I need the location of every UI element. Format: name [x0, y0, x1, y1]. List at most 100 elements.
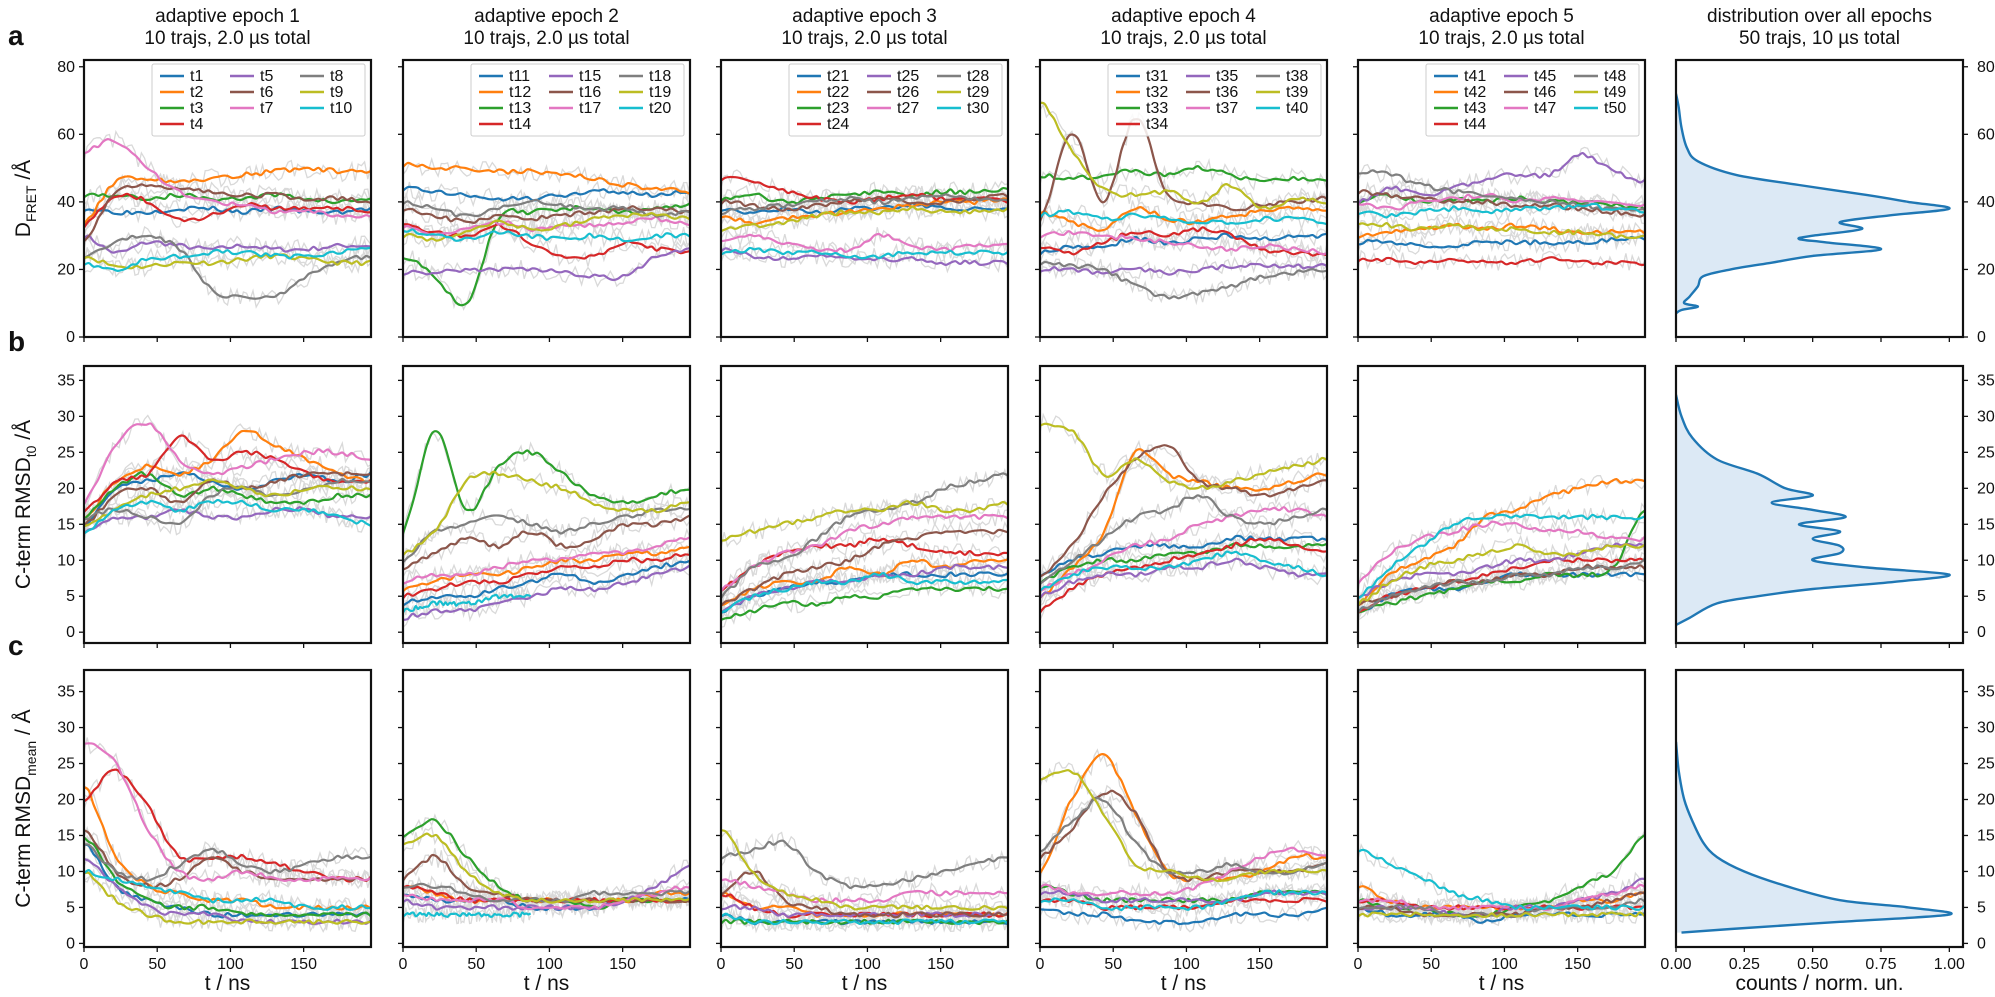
legend-label: t8: [330, 68, 343, 85]
series-line-t7: [84, 138, 371, 219]
y-tick-label-right: 20: [1977, 261, 1995, 278]
epoch-panel-1: 0 5 10 15 20 25 30 35: [57, 364, 373, 648]
series-line-t27: [721, 232, 1008, 254]
y-tick-label: 10: [57, 552, 75, 569]
axes-frame: [1674, 58, 1965, 339]
series-line-t39: [1040, 101, 1327, 210]
axes-frame: [82, 668, 373, 949]
y-tick-label: 20: [57, 480, 75, 497]
series-line-t10: [84, 869, 371, 911]
noise-trace: [721, 863, 1008, 925]
series-line-t49: [1358, 543, 1645, 607]
x-tick-label: 0.75: [1865, 956, 1896, 973]
series-line-t6: [84, 829, 371, 890]
x-tick-label: 100: [536, 956, 563, 973]
x-axis-label: t / ns: [1479, 972, 1525, 995]
noise-trace: [84, 497, 371, 542]
x-axis-label: t / ns: [524, 972, 570, 995]
series-line-t12: [403, 545, 690, 592]
legend-label: t19: [649, 84, 671, 101]
series-line-t37: [1040, 230, 1327, 256]
column-title-line2: 10 trajs, 2.0 µs total: [781, 28, 947, 49]
legend-label: t25: [897, 68, 919, 85]
series-line-t28: [721, 839, 1008, 890]
x-tick-label: 100: [1491, 956, 1518, 973]
column-title-line2: 50 trajs, 10 µs total: [1739, 28, 1900, 49]
series-line-t29: [721, 205, 1008, 233]
y-tick-label-right: 40: [1977, 194, 1995, 211]
x-tick-label: 0.00: [1660, 956, 1691, 973]
legend-label: t2: [190, 84, 203, 101]
series-line-t33: [1040, 165, 1327, 183]
series-line-t10: [84, 498, 371, 535]
series-line-t40: [1040, 209, 1327, 226]
noise-trace: [84, 791, 371, 919]
distribution-fill: [1676, 741, 1952, 933]
y-tick-label-right: 10: [1977, 863, 1995, 880]
series-line-t5: [84, 234, 371, 254]
noise-trace: [721, 467, 1008, 606]
series-line-t48: [1358, 169, 1645, 212]
axes-frame: [82, 364, 373, 645]
legend-label: t13: [509, 100, 531, 117]
x-axis-label: t / ns: [842, 972, 888, 995]
axes-frame: [1038, 668, 1329, 949]
legend-label: t44: [1464, 116, 1486, 133]
legend-label: t14: [509, 116, 531, 133]
legend-label: t26: [897, 84, 919, 101]
legend-label: t9: [330, 84, 343, 101]
series-line-t47: [1358, 520, 1645, 585]
column-title-line2: 10 trajs, 2.0 µs total: [1418, 28, 1584, 49]
series-line-t39: [1040, 422, 1327, 490]
series-line-t19: [403, 470, 690, 556]
noise-trace: [403, 211, 690, 244]
noise-trace: [721, 240, 1008, 267]
series-line-t6: [84, 183, 371, 243]
series-line-t33: [1040, 542, 1327, 585]
series-line-t9: [84, 253, 371, 270]
y-tick-label: 80: [57, 59, 75, 76]
series-line-t3: [84, 471, 371, 520]
y-tick-label: 30: [57, 720, 75, 737]
series-line-t43: [1358, 509, 1645, 614]
y-tick-label-right: 35: [1977, 372, 1995, 389]
series-line-t31: [1040, 906, 1327, 926]
legend-label: t33: [1146, 100, 1168, 117]
series-line-t49: [1358, 222, 1645, 240]
series-line-t36: [1040, 444, 1327, 578]
legend-label: t49: [1604, 84, 1626, 101]
noise-trace: [721, 578, 1008, 628]
series-line-t35: [1040, 262, 1327, 276]
legend-label: t43: [1464, 100, 1486, 117]
noise-trace: [403, 527, 690, 592]
legend-label: t39: [1286, 84, 1308, 101]
series-line-t19: [403, 832, 690, 904]
legend-label: t11: [509, 68, 530, 85]
x-tick-label: 0: [1036, 956, 1045, 973]
noise-trace: [403, 156, 690, 199]
series-line-t32: [1040, 448, 1327, 599]
y-tick-label: 35: [57, 372, 75, 389]
legend-label: t32: [1146, 84, 1168, 101]
legend-label: t30: [967, 100, 989, 117]
series-line-t17: [403, 536, 690, 585]
epoch-panel-2: 0 50 100 150 t / ns: [398, 668, 692, 995]
distribution-line: [1676, 741, 1953, 934]
legend-label: t15: [579, 68, 601, 85]
legend-label: t48: [1604, 68, 1626, 85]
x-axis-label-dist: counts / norm. un.: [1735, 972, 1903, 995]
y-tick-label-right: 25: [1977, 444, 1995, 461]
column-title-line1: adaptive epoch 5: [1429, 6, 1574, 27]
legend-label: t34: [1146, 116, 1168, 133]
epoch-panel-4: [1035, 364, 1329, 648]
series-line-t14: [403, 223, 690, 260]
series-line-t40: [1040, 889, 1327, 912]
legend-label: t40: [1286, 100, 1308, 117]
x-tick-label: 50: [785, 956, 803, 973]
series-line-t22: [721, 558, 1008, 607]
